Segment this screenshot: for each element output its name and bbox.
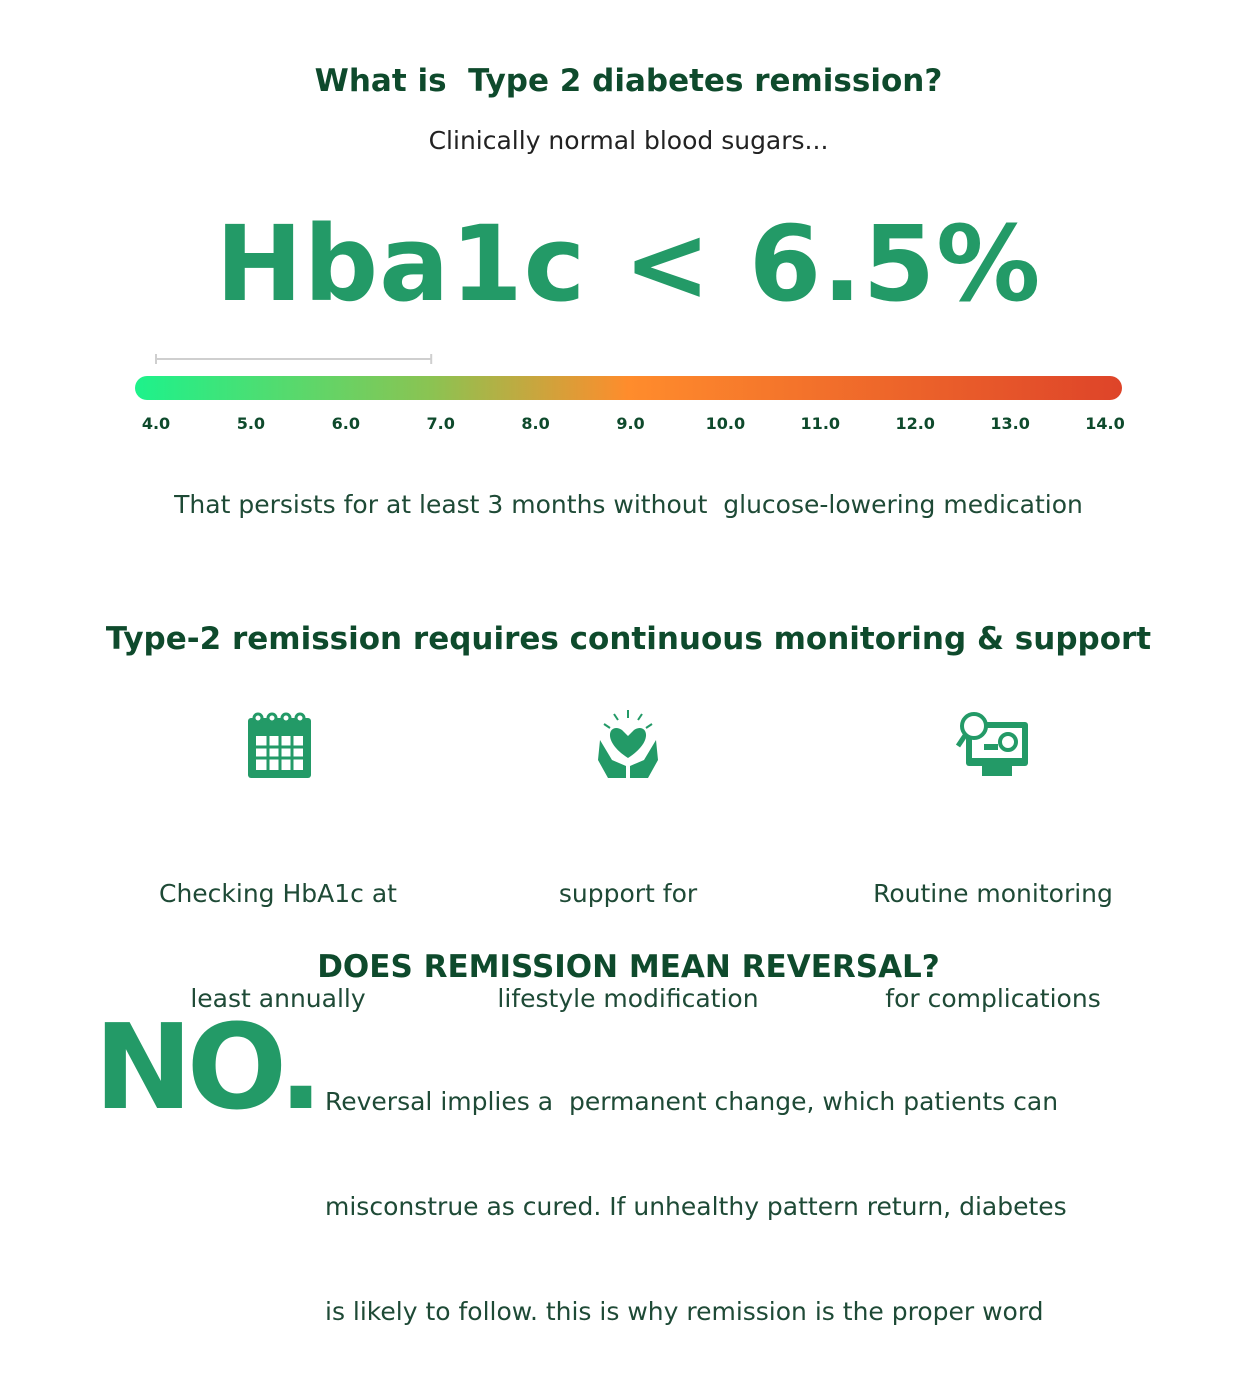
answer: NO.: [94, 998, 323, 1136]
icons: [248, 710, 1028, 778]
explanation-line: is likely to follow. this is why remissi…: [325, 1297, 1044, 1326]
item-line: lifestyle modification: [497, 984, 759, 1013]
item: support for lifestyle modification: [448, 806, 808, 1086]
item-line: least annually: [190, 984, 366, 1013]
tick-label: 5.0: [237, 414, 265, 433]
subtitle: Clinically normal blood sugars...: [428, 126, 829, 155]
criterion: Hba1c < 6.5%: [215, 203, 1042, 325]
tick-label: 4.0: [142, 414, 170, 433]
gradient-bar: [135, 376, 1122, 400]
item-line: Checking HbA1c at: [158, 879, 397, 908]
explanation: Reversal implies a permanent change, whi…: [325, 1014, 1067, 1399]
reversal-title: DOES REMISSION MEAN REVERSAL?: [317, 949, 940, 985]
item-line: support for: [558, 879, 698, 908]
item-line: Routine monitoring: [873, 879, 1113, 908]
item-line: for complications: [885, 984, 1101, 1013]
tick-label: 12.0: [895, 414, 934, 433]
tick-label: 8.0: [521, 414, 549, 433]
tick-label: 9.0: [616, 414, 644, 433]
care-icon: [598, 710, 658, 778]
tick-label: 7.0: [427, 414, 455, 433]
monitor-icon: [955, 712, 1028, 776]
explanation-line: Reversal implies a permanent change, whi…: [325, 1087, 1059, 1116]
item: Routine monitoring for complications: [813, 806, 1173, 1086]
title: What is Type 2 diabetes remission?: [314, 63, 943, 99]
infographic: What is Type 2 diabetes remission? Clini…: [94, 63, 1173, 1327]
tick-label: 13.0: [990, 414, 1029, 433]
persistence-text: That persists for at least 3 months with…: [174, 490, 1083, 519]
tick-label: 14.0: [1085, 414, 1124, 433]
support-title: Type-2 remission requires continuous mon…: [105, 621, 1152, 657]
calendar-icon: [248, 712, 311, 778]
tick-label: 6.0: [332, 414, 360, 433]
explanation-line: misconstrue as cured. If unhealthy patte…: [325, 1192, 1067, 1221]
tick-label: 10.0: [706, 414, 745, 433]
tick-label: 11.0: [801, 414, 840, 433]
item: Checking HbA1c at least annually: [98, 806, 458, 1086]
hba1c-scale: 4.0 5.0 6.0 7.0 8.0 9.0 10.0 11.0 12.0 13.0 14.0: [135, 354, 1125, 433]
normal-range-bracket: [155, 354, 433, 364]
